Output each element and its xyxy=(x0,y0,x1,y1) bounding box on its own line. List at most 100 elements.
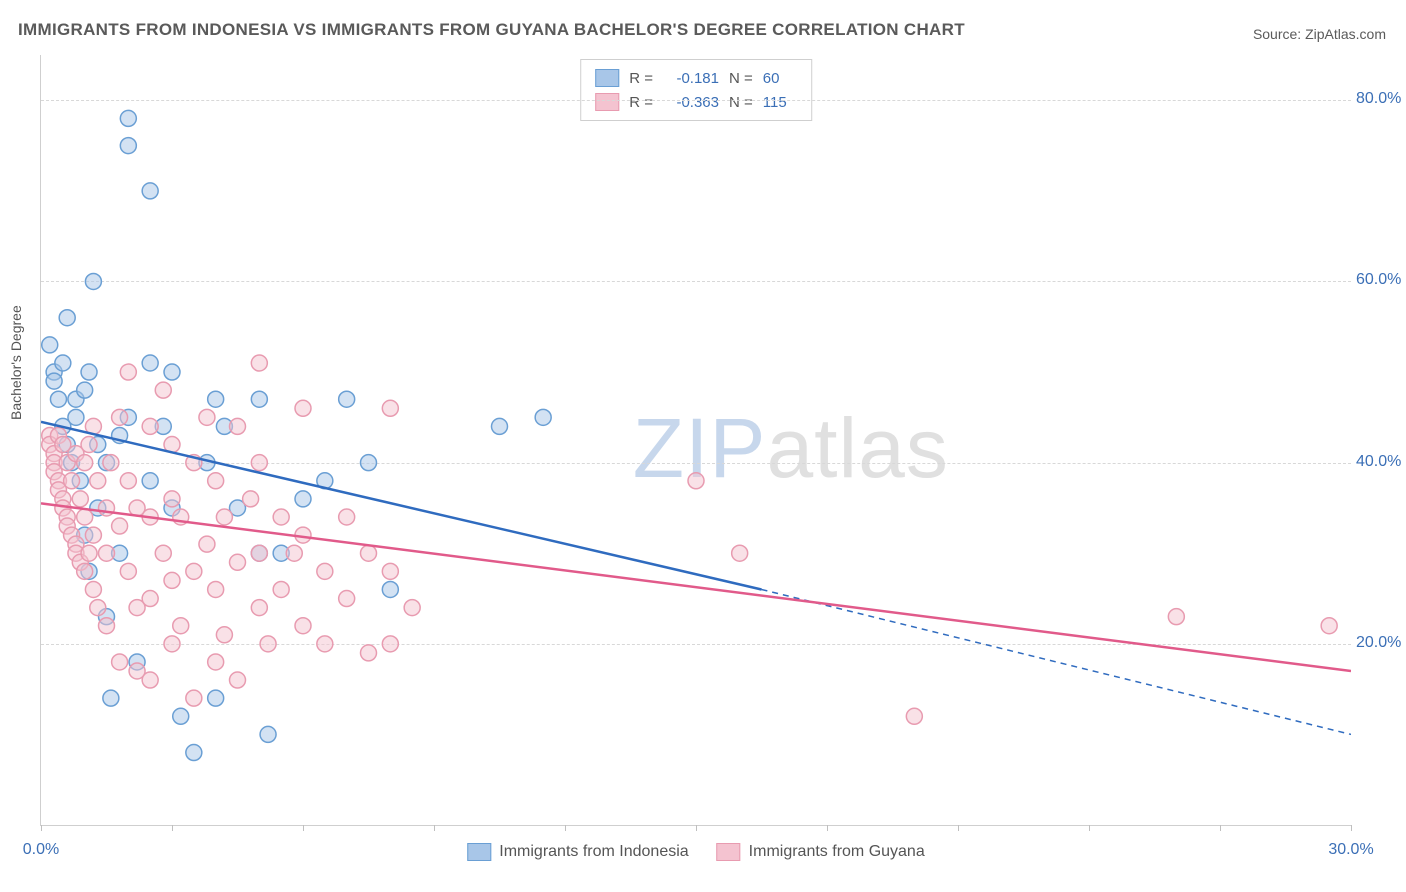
plot-area: ZIPatlas R = -0.181 N = 60 R = -0.363 N … xyxy=(40,55,1351,826)
bottom-legend: Immigrants from Indonesia Immigrants fro… xyxy=(467,843,924,861)
scatter-point-guyana xyxy=(142,672,158,688)
scatter-point-indonesia xyxy=(46,373,62,389)
trendline-guyana xyxy=(41,503,1351,671)
scatter-point-indonesia xyxy=(42,337,58,353)
scatter-point-guyana xyxy=(382,636,398,652)
scatter-point-guyana xyxy=(81,545,97,561)
scatter-point-indonesia xyxy=(120,110,136,126)
scatter-point-guyana xyxy=(1168,609,1184,625)
scatter-point-indonesia xyxy=(208,391,224,407)
scatter-point-indonesia xyxy=(85,273,101,289)
x-tick xyxy=(172,825,173,831)
scatter-point-guyana xyxy=(164,636,180,652)
scatter-point-guyana xyxy=(208,473,224,489)
scatter-point-guyana xyxy=(142,591,158,607)
scatter-point-guyana xyxy=(688,473,704,489)
x-tick xyxy=(1351,825,1352,831)
scatter-point-guyana xyxy=(173,618,189,634)
scatter-point-indonesia xyxy=(260,726,276,742)
scatter-point-guyana xyxy=(90,600,106,616)
scatter-point-guyana xyxy=(295,618,311,634)
scatter-point-indonesia xyxy=(361,455,377,471)
scatter-point-guyana xyxy=(230,554,246,570)
trendline-dash-indonesia xyxy=(762,589,1352,734)
scatter-point-guyana xyxy=(286,545,302,561)
scatter-point-guyana xyxy=(85,527,101,543)
scatter-point-guyana xyxy=(164,491,180,507)
scatter-point-guyana xyxy=(208,654,224,670)
x-tick xyxy=(1220,825,1221,831)
scatter-point-indonesia xyxy=(339,391,355,407)
x-tick xyxy=(1089,825,1090,831)
scatter-point-indonesia xyxy=(164,364,180,380)
chart-title: IMMIGRANTS FROM INDONESIA VS IMMIGRANTS … xyxy=(18,20,965,40)
scatter-point-guyana xyxy=(273,581,289,597)
scatter-point-guyana xyxy=(382,400,398,416)
x-tick xyxy=(958,825,959,831)
scatter-point-guyana xyxy=(99,618,115,634)
scatter-point-guyana xyxy=(317,636,333,652)
scatter-point-guyana xyxy=(186,563,202,579)
scatter-point-guyana xyxy=(339,591,355,607)
x-tick xyxy=(434,825,435,831)
trendline-indonesia xyxy=(41,422,762,590)
scatter-point-guyana xyxy=(404,600,420,616)
scatter-point-guyana xyxy=(112,518,128,534)
scatter-point-indonesia xyxy=(68,409,84,425)
scatter-point-guyana xyxy=(186,690,202,706)
scatter-point-guyana xyxy=(81,437,97,453)
y-tick-label: 20.0% xyxy=(1356,634,1406,652)
scatter-point-guyana xyxy=(317,563,333,579)
scatter-point-guyana xyxy=(199,536,215,552)
scatter-point-indonesia xyxy=(142,473,158,489)
scatter-point-indonesia xyxy=(251,391,267,407)
x-tick xyxy=(41,825,42,831)
swatch-guyana xyxy=(717,843,741,861)
scatter-point-guyana xyxy=(99,545,115,561)
scatter-point-guyana xyxy=(251,355,267,371)
scatter-point-guyana xyxy=(251,600,267,616)
scatter-point-guyana xyxy=(142,418,158,434)
scatter-point-guyana xyxy=(64,473,80,489)
y-tick-label: 60.0% xyxy=(1356,271,1406,289)
scatter-point-guyana xyxy=(251,455,267,471)
scatter-point-guyana xyxy=(77,563,93,579)
scatter-point-guyana xyxy=(72,491,88,507)
x-tick xyxy=(827,825,828,831)
scatter-point-guyana xyxy=(120,473,136,489)
x-tick xyxy=(696,825,697,831)
scatter-point-indonesia xyxy=(295,491,311,507)
scatter-point-indonesia xyxy=(77,382,93,398)
scatter-point-guyana xyxy=(112,654,128,670)
scatter-point-guyana xyxy=(112,409,128,425)
scatter-svg xyxy=(41,55,1351,825)
x-tick-label: 30.0% xyxy=(1328,841,1373,859)
scatter-point-guyana xyxy=(120,563,136,579)
scatter-point-guyana xyxy=(208,581,224,597)
scatter-point-indonesia xyxy=(173,708,189,724)
scatter-point-guyana xyxy=(339,509,355,525)
legend-item-indonesia: Immigrants from Indonesia xyxy=(467,843,688,861)
scatter-point-guyana xyxy=(85,581,101,597)
scatter-point-guyana xyxy=(199,409,215,425)
scatter-point-indonesia xyxy=(382,581,398,597)
scatter-point-guyana xyxy=(361,645,377,661)
scatter-point-indonesia xyxy=(59,310,75,326)
scatter-point-guyana xyxy=(164,572,180,588)
x-tick xyxy=(303,825,304,831)
scatter-point-guyana xyxy=(103,455,119,471)
source-label: Source: ZipAtlas.com xyxy=(1253,26,1386,42)
scatter-point-indonesia xyxy=(55,355,71,371)
legend-item-guyana: Immigrants from Guyana xyxy=(717,843,925,861)
scatter-point-indonesia xyxy=(120,138,136,154)
y-axis-label: Bachelor's Degree xyxy=(8,305,24,420)
x-tick xyxy=(565,825,566,831)
scatter-point-guyana xyxy=(120,364,136,380)
scatter-point-guyana xyxy=(260,636,276,652)
scatter-point-guyana xyxy=(77,455,93,471)
scatter-point-guyana xyxy=(361,545,377,561)
scatter-point-indonesia xyxy=(50,391,66,407)
swatch-indonesia xyxy=(467,843,491,861)
scatter-point-guyana xyxy=(77,509,93,525)
scatter-point-guyana xyxy=(273,509,289,525)
